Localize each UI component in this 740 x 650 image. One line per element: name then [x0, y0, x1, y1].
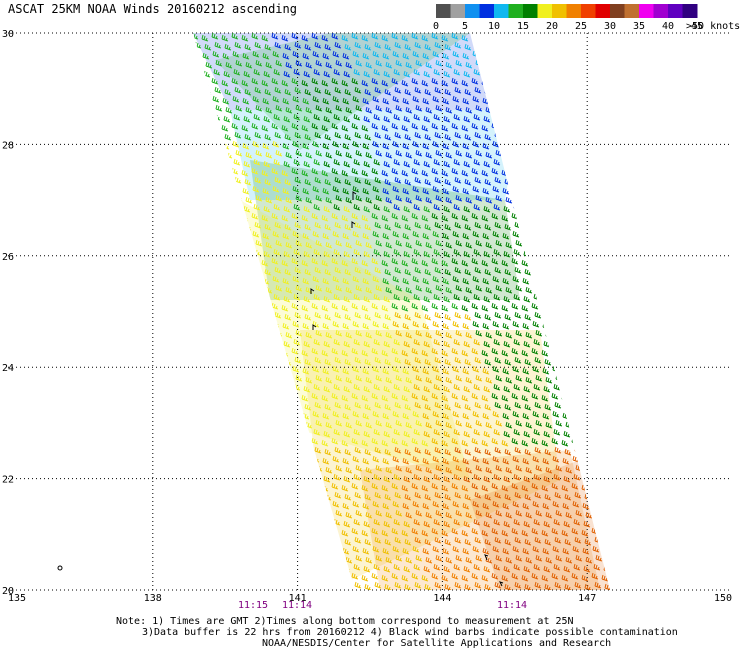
- legend-label: 40: [662, 21, 674, 32]
- legend-swatch: [566, 4, 582, 18]
- legend-swatch: [653, 4, 669, 18]
- legend-swatch: [436, 4, 451, 18]
- contaminated-barbs: [57, 191, 504, 587]
- legend-labels: 0 5 10 15 20 25 30 35 40 45>50 knots: [433, 21, 740, 32]
- lon-tick-label: 141: [289, 593, 307, 604]
- legend-label: 25: [575, 21, 587, 32]
- legend-label: 15: [517, 21, 529, 32]
- time-label: 11:15: [238, 600, 268, 611]
- legend-label: 45: [691, 21, 703, 32]
- legend-label: 0: [433, 21, 439, 32]
- time-labels: 11:15 11:14 11:14: [238, 600, 527, 611]
- longitude-tick-labels: 135 138 141 144 147 150: [8, 593, 732, 604]
- legend-swatch: [682, 4, 698, 18]
- swath-band: [230, 110, 520, 200]
- swath-band: [360, 450, 600, 590]
- lat-tick-label: 28: [2, 140, 14, 151]
- legend-swatch: [523, 4, 538, 18]
- lat-tick-label: 26: [2, 252, 14, 263]
- time-label: 11:14: [497, 600, 527, 611]
- swath-band: [250, 160, 520, 300]
- legend-swatch: [552, 4, 567, 18]
- note-line-1: Note: 1) Times are GMT 2)Times along bot…: [116, 616, 574, 627]
- legend-label: >50 knots: [686, 21, 740, 32]
- lon-tick-label: 150: [714, 593, 732, 604]
- lon-tick-label: 147: [578, 593, 596, 604]
- legend-swatch: [537, 4, 553, 18]
- lat-tick-label: 30: [2, 29, 14, 40]
- time-label: 11:14: [282, 600, 312, 611]
- lon-tick-label: 135: [8, 593, 26, 604]
- legend-swatch: [581, 4, 596, 18]
- lon-tick-label: 138: [144, 593, 162, 604]
- legend-swatch: [624, 4, 640, 18]
- legend-swatch: [465, 4, 480, 18]
- lat-tick-label: 20: [2, 586, 14, 597]
- lon-tick-label: 144: [433, 593, 451, 604]
- lat-tick-label: 22: [2, 475, 14, 486]
- barb-group: [392, 446, 492, 590]
- legend-swatch: [494, 4, 509, 18]
- legend-label: 10: [488, 21, 500, 32]
- legend-label: 30: [604, 21, 616, 32]
- latitude-tick-labels: 20 22 24 26 28 30: [2, 29, 14, 597]
- barb-group: [193, 33, 459, 312]
- legend-label: 35: [633, 21, 645, 32]
- legend-swatch: [639, 4, 654, 18]
- legend-swatch: [610, 4, 625, 18]
- lat-tick-label: 24: [2, 363, 14, 374]
- legend-swatch: [479, 4, 495, 18]
- wind-speed-legend: 0 5 10 15 20 25 30 35 40 45>50 knots: [433, 4, 740, 32]
- legend-label: 5: [462, 21, 468, 32]
- note-line-3: NOAA/NESDIS/Center for Satellite Applica…: [262, 638, 612, 649]
- legend-swatch: [450, 4, 466, 18]
- page-title: ASCAT 25KM NOAA Winds 20160212 ascending: [8, 2, 297, 16]
- legend-color-bar: [436, 4, 698, 18]
- note-line-2: 3)Data buffer is 22 hrs from 20160212 4)…: [142, 627, 678, 638]
- legend-swatch: [595, 4, 611, 18]
- legend-label: 20: [546, 21, 558, 32]
- legend-swatch: [508, 4, 524, 18]
- legend-swatch: [668, 4, 683, 18]
